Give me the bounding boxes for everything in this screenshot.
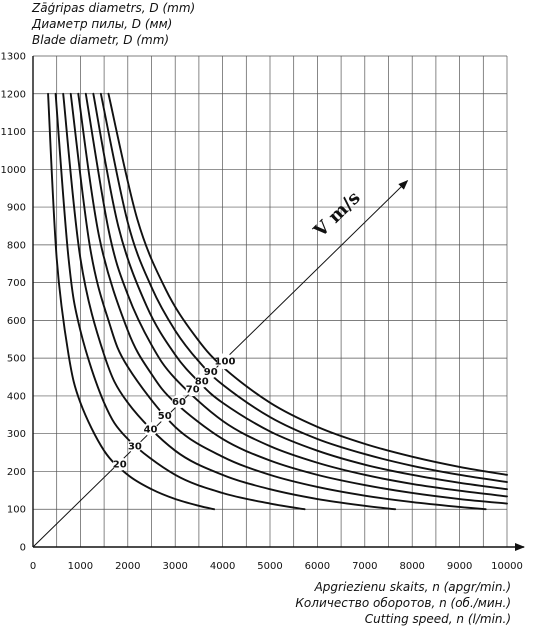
y-tick-label: 700 <box>7 278 26 289</box>
y-tick-label: 900 <box>7 203 26 214</box>
curve-label-bg <box>203 364 218 379</box>
x-axis-label-en: Cutting speed, n (l/min.) <box>364 612 511 626</box>
y-tick-label: 1000 <box>1 165 26 176</box>
y-tick-label: 400 <box>7 391 26 402</box>
curve-label-90: 90 <box>204 367 218 378</box>
x-tick-label: 9000 <box>447 561 472 572</box>
y-tick-label: 0 <box>20 543 26 554</box>
curve-label-bg <box>216 353 233 370</box>
y-axis-label-ru: Диаметр пилы, D (мм) <box>32 17 173 31</box>
curve-label-60: 60 <box>172 397 186 408</box>
curve-label-bg <box>157 408 172 423</box>
x-tick-label: 10000 <box>491 561 523 572</box>
x-tick-label: 4000 <box>210 561 235 572</box>
x-tick-label: 7000 <box>352 561 377 572</box>
curve-label-bg <box>185 382 200 397</box>
y-tick-label: 600 <box>7 316 26 327</box>
curve-label-bg <box>143 422 158 437</box>
grid <box>33 55 508 547</box>
series-curve-80 <box>92 92 508 491</box>
tick-labels: 0100200300400500600700800900100011001200… <box>1 52 523 573</box>
curve-label-70: 70 <box>186 385 200 396</box>
curve-label-20: 20 <box>113 459 127 470</box>
x-tick-label: 1000 <box>68 561 93 572</box>
curve-label-bg <box>112 456 127 471</box>
y-tick-label: 800 <box>7 240 26 251</box>
series-curve-90 <box>99 92 508 483</box>
curve-label-bg <box>194 373 209 388</box>
curve-label-80: 80 <box>195 376 209 387</box>
y-tick-label: 100 <box>7 505 26 516</box>
series-curve-60 <box>77 92 508 505</box>
y-tick-label: 500 <box>7 354 26 365</box>
curve-label-bg <box>127 438 142 453</box>
y-axis-label-en: Blade diametr, D (mm) <box>32 33 170 47</box>
curve-label-30: 30 <box>128 441 142 452</box>
x-tick-label: 3000 <box>162 561 187 572</box>
series-curve-70 <box>84 92 508 498</box>
series-curve-50 <box>69 92 487 511</box>
y-tick-label: 200 <box>7 467 26 478</box>
x-tick-label: 2000 <box>115 561 140 572</box>
x-tick-label: 6000 <box>305 561 330 572</box>
x-axis-label-lv: Apgriezienu skaits, n (apgr/min.) <box>314 580 511 594</box>
x-tick-label: 0 <box>30 561 36 572</box>
y-tick-label: 1200 <box>1 89 26 100</box>
axes <box>32 56 525 551</box>
curve-label-bg <box>171 394 186 409</box>
series-curve-40 <box>62 92 397 511</box>
x-axis-label-ru: Количество оборотов, n (об./мин.) <box>295 596 511 610</box>
curve-label-100: 100 <box>215 357 236 368</box>
y-tick-label: 300 <box>7 429 26 440</box>
series-curve-20 <box>47 92 216 511</box>
y-tick-label: 1300 <box>1 52 26 63</box>
x-tick-label: 8000 <box>399 561 424 572</box>
x-tick-label: 5000 <box>257 561 282 572</box>
curve-label-50: 50 <box>158 411 172 422</box>
curve-label-40: 40 <box>144 425 158 436</box>
series-curve-100 <box>107 92 508 476</box>
series-curve-30 <box>54 92 306 511</box>
series-curves <box>47 92 508 511</box>
y-tick-label: 1100 <box>1 127 26 138</box>
y-axis-label-lv: Zāģripas diametrs, D (mm) <box>32 1 196 15</box>
